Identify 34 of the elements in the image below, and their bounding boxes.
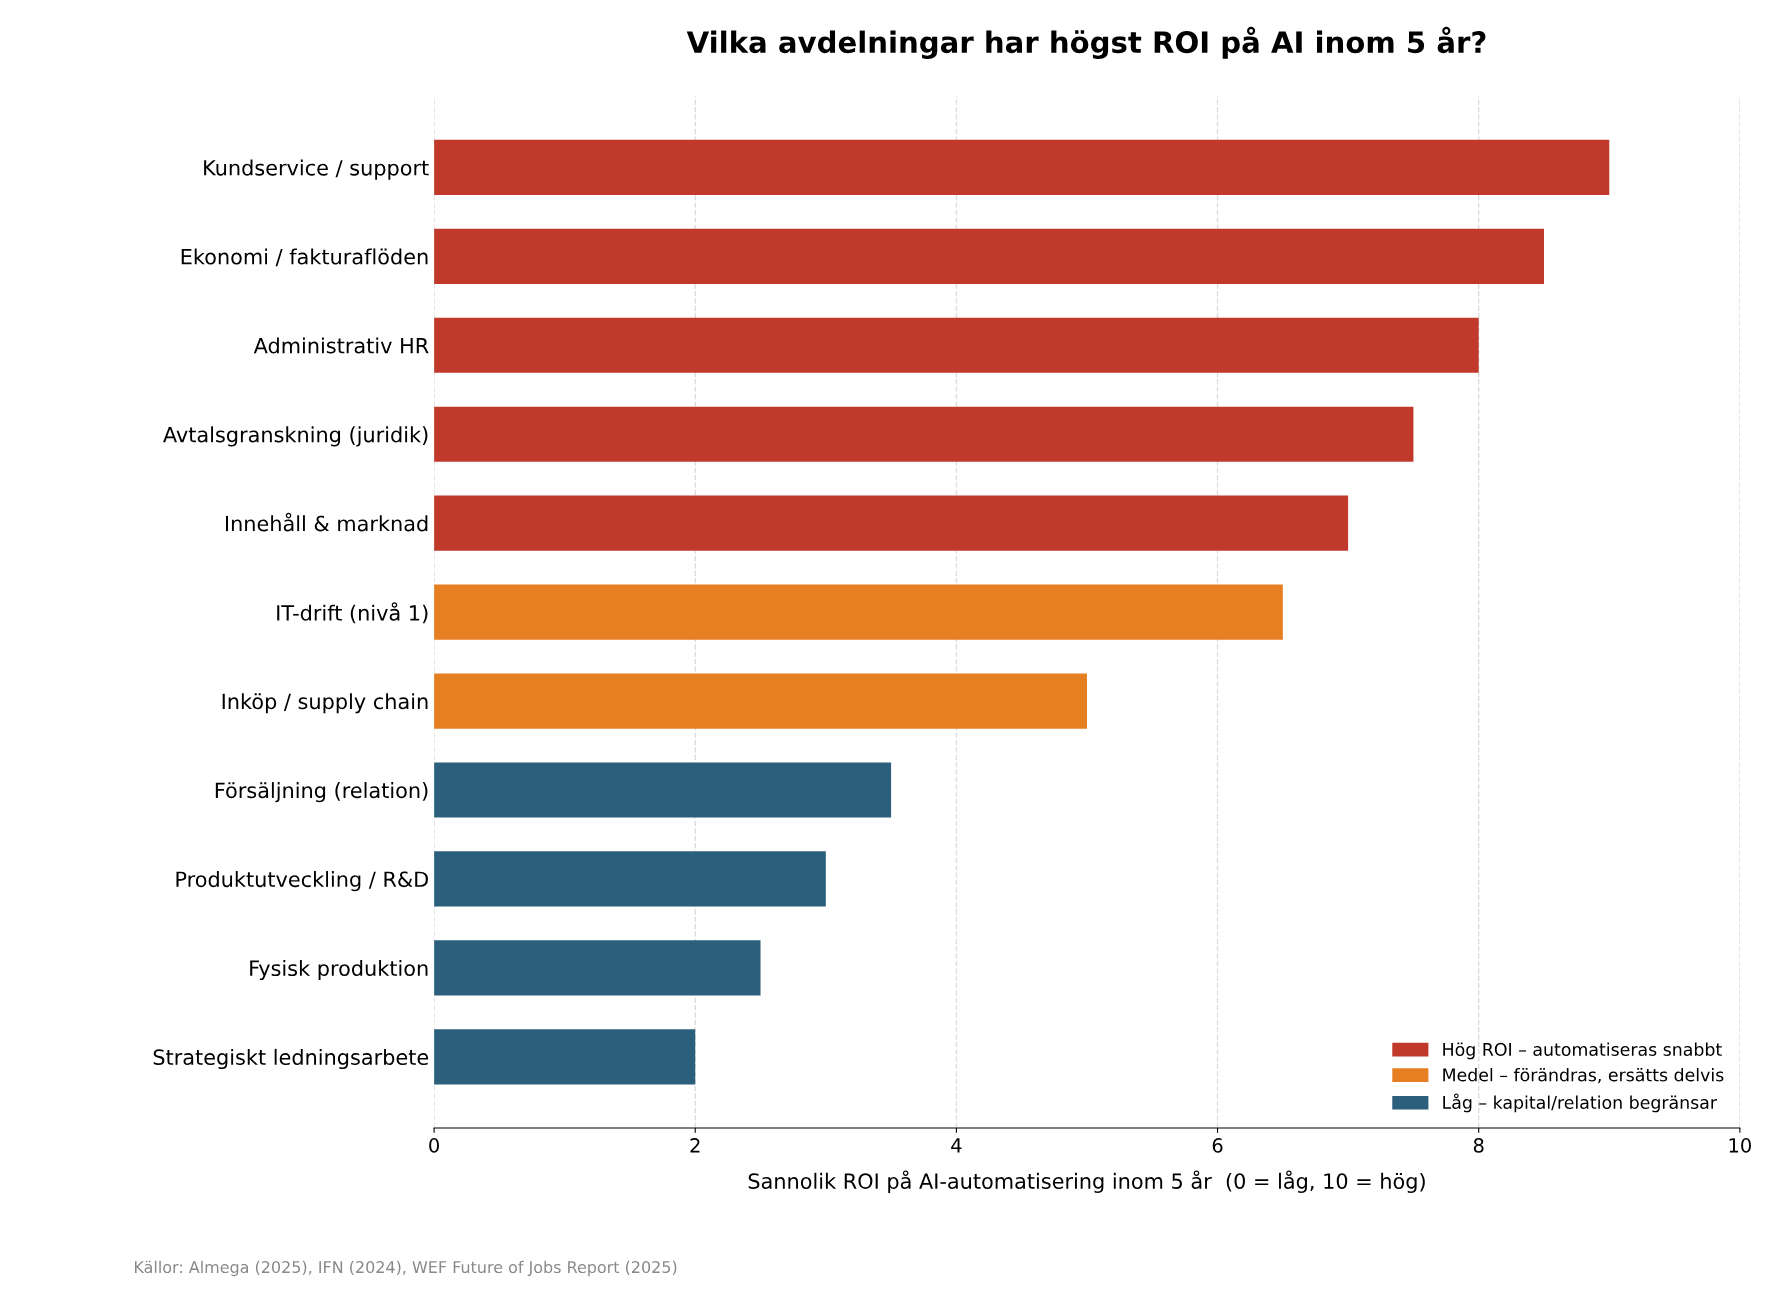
y-tick-label: Ekonomi / fakturaflöden bbox=[181, 248, 428, 267]
y-tick-label: Fysisk produktion bbox=[250, 959, 428, 981]
y-tick-label: Administrativ HR bbox=[253, 337, 429, 354]
bar bbox=[434, 228, 1544, 284]
x-axis-title: Sannolik ROI på AI-automatisering inom 5 år (0 = låg, 10 = hög) bbox=[748, 1170, 1425, 1194]
bar bbox=[434, 406, 1414, 462]
y-tick-label: Innehåll & marknad bbox=[225, 512, 428, 532]
x-tick-label: 4 bbox=[951, 1138, 962, 1153]
y-tick-label: Kundservice / support bbox=[204, 159, 429, 180]
y-tick-label: Produktutveckling / R&D bbox=[176, 871, 428, 892]
bar bbox=[434, 851, 826, 907]
bar bbox=[434, 940, 761, 996]
bar bbox=[434, 762, 892, 818]
x-tick-label: 0 bbox=[429, 1138, 439, 1153]
bar bbox=[434, 673, 1087, 729]
y-tick-label: Strategiskt ledningsarbete bbox=[153, 1048, 429, 1070]
text: Källor: Almega (2025), IFN (2024), WEF Future of Jobs Report (2025) bbox=[134, 1260, 677, 1277]
legend-label: Låg – kapital/relation begränsar bbox=[1443, 1093, 1717, 1113]
x-tick-label: 6 bbox=[1212, 1138, 1223, 1153]
bar bbox=[434, 584, 1283, 640]
y-tick-label: Försäljning (relation) bbox=[215, 782, 428, 803]
chart-title: Vilka avdelningar har högst ROI på AI inom 5 år? bbox=[686, 26, 1486, 60]
legend-label: Medel – förändras, ersätts delvis bbox=[1443, 1068, 1724, 1084]
bar bbox=[434, 1029, 696, 1085]
x-tick-label: 2 bbox=[690, 1138, 700, 1153]
y-tick-label: IT-drift (nivå 1) bbox=[277, 602, 428, 624]
legend-label: Hög ROI – automatiseras snabbt bbox=[1443, 1042, 1722, 1060]
bar bbox=[434, 495, 1349, 551]
y-tick-label: Inköp / supply chain bbox=[222, 693, 428, 714]
x-tick-label: 10 bbox=[1729, 1138, 1751, 1153]
y-tick-label: Avtalsgranskning (juridik) bbox=[163, 426, 428, 447]
bar bbox=[434, 139, 1610, 195]
x-tick-label: 8 bbox=[1473, 1138, 1484, 1153]
bar bbox=[434, 317, 1479, 373]
